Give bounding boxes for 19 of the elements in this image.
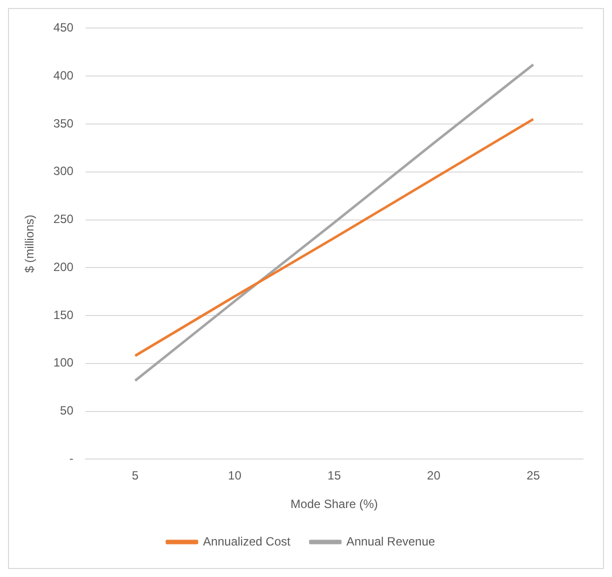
x-tick-label: 15: [328, 468, 342, 483]
y-tick-label: 250: [53, 212, 74, 226]
y-tick-label: 300: [53, 164, 74, 178]
x-tick-label: 10: [228, 468, 242, 483]
y-tick-label: 50: [60, 404, 74, 418]
legend-label: Annual Revenue: [346, 534, 436, 548]
x-tick-label: 20: [427, 468, 441, 483]
x-axis-title: Mode Share (%): [290, 497, 378, 512]
y-tick-label: 400: [53, 68, 74, 82]
legend-label: Annualized Cost: [202, 534, 291, 548]
y-tick-label: 200: [53, 260, 74, 274]
y-tick-label: 100: [53, 356, 74, 370]
y-tick-label: 150: [53, 308, 74, 322]
y-axis-title: $ (millions): [22, 214, 37, 273]
y-tick-label: -: [69, 452, 74, 466]
x-tick-label: 5: [132, 468, 139, 483]
x-tick-label: 25: [526, 468, 540, 483]
y-tick-label: 350: [53, 116, 74, 130]
y-tick-label: 450: [53, 20, 74, 35]
